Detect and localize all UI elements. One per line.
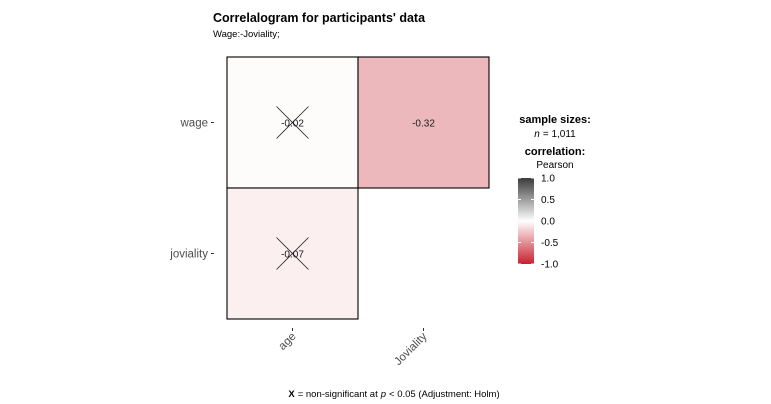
caption-text-2: < 0.05 (Adjustment: Holm)	[389, 389, 500, 400]
caption: X = non-significant at p < 0.05 (Adjustment…	[288, 389, 499, 400]
legend-ticks: 1.0 0.5 0.0 -0.5 -1.0	[518, 174, 559, 271]
heatmap-cells: -0.02 -0.32 -0.07	[226, 56, 490, 320]
legend-tick-label: 0.0	[541, 217, 555, 228]
legend-sample-size: n = 1,011	[534, 129, 576, 140]
caption-text-1: = non-significant at	[298, 389, 378, 400]
cell-value-label: -0.07	[281, 250, 304, 261]
caption-p-symbol: p	[380, 389, 386, 400]
legend-tick-label: 0.5	[541, 195, 555, 206]
caption-symbol: X	[288, 389, 295, 400]
column-label-joviality: Joviality	[392, 330, 430, 368]
row-label-wage: wage	[180, 118, 209, 130]
legend-sample-sizes-title: sample sizes:	[519, 114, 591, 126]
legend-correlation-title: correlation:	[525, 146, 586, 158]
legend: sample sizes: n = 1,011 correlation: Pear…	[518, 114, 591, 271]
column-labels: age Joviality	[277, 328, 430, 368]
non-significant-cross	[276, 237, 309, 270]
row-label-joviality: joviality	[169, 249, 208, 261]
chart-subtitle: Wage:-Joviality;	[213, 29, 280, 40]
legend-color-bar	[518, 178, 534, 264]
cell-value-label: -0.02	[281, 119, 304, 130]
legend-n-value: = 1,011	[543, 129, 576, 140]
heatmap-cell-wage-joviality	[357, 56, 490, 189]
column-label-age: age	[277, 331, 299, 353]
legend-method: Pearson	[536, 160, 573, 171]
non-significant-cross	[276, 106, 309, 139]
legend-tick-label: -0.5	[541, 238, 559, 249]
row-labels: wage joviality	[169, 118, 214, 261]
chart-title: Correlalogram for participants' data	[213, 11, 426, 25]
legend-tick-label: -1.0	[541, 260, 559, 271]
cell-value-label: -0.32	[412, 119, 435, 130]
legend-tick-label: 1.0	[541, 174, 555, 185]
legend-n-symbol: n	[534, 129, 540, 140]
